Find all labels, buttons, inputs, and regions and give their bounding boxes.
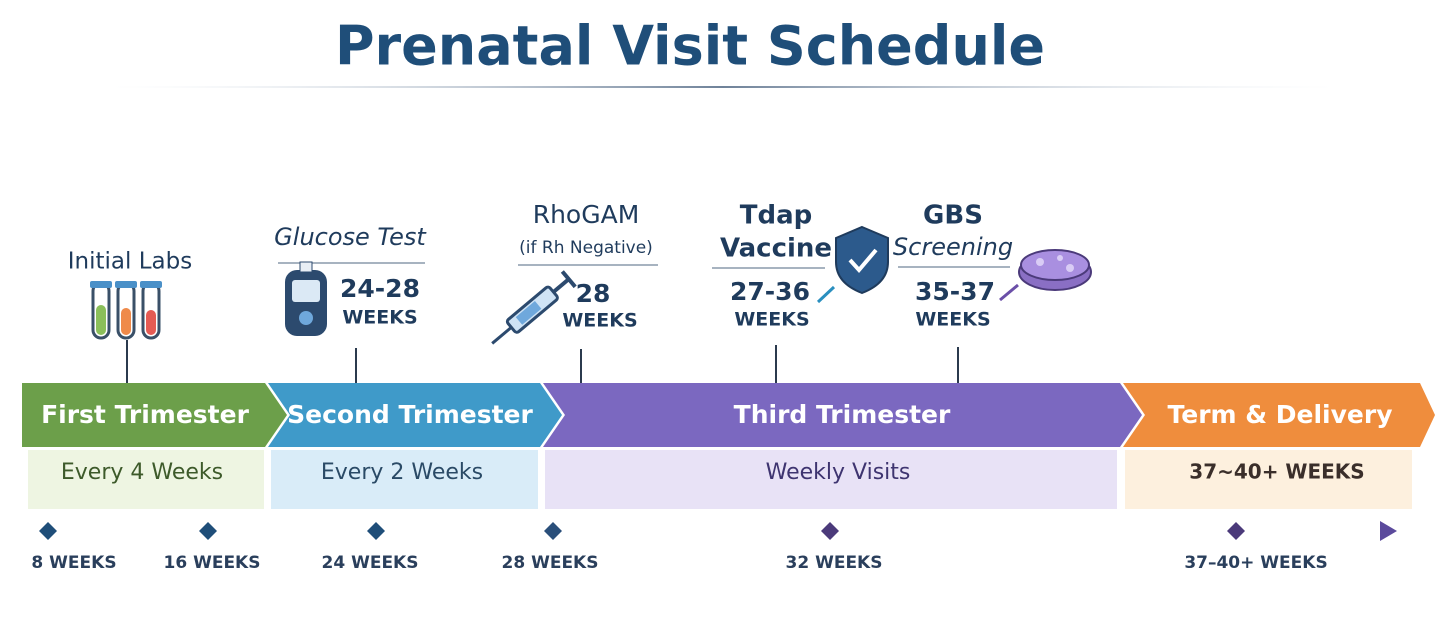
milestone-title: Tdap	[740, 201, 813, 231]
phase-banner	[543, 383, 1142, 447]
milestone-range: 28	[576, 279, 611, 308]
timeline-diamond	[1227, 522, 1245, 540]
phase-frequency: 37~40+ WEEKS	[1189, 460, 1364, 484]
phase-banner	[22, 383, 287, 447]
title-rule	[110, 86, 1335, 88]
phase-box	[1125, 450, 1412, 509]
milestone-range: 24-28	[340, 274, 420, 303]
phase-name: Term & Delivery	[1168, 400, 1393, 429]
milestone-unit: WEEKS	[915, 309, 990, 331]
timeline-label: 8 WEEKS	[31, 553, 116, 573]
timeline-label: 37–40+ WEEKS	[1184, 553, 1327, 573]
phase-banner	[268, 383, 562, 447]
title: Prenatal Visit Schedule	[335, 15, 1045, 78]
timeline-arrow	[1380, 521, 1397, 541]
timeline-label: 32 WEEKS	[786, 553, 883, 573]
phase-box	[28, 450, 264, 509]
timeline-diamond	[367, 522, 385, 540]
syringe-icon	[491, 270, 577, 345]
phase-frequency: Every 4 Weeks	[61, 460, 223, 485]
timeline-diamond	[544, 522, 562, 540]
milestone-range: 35-37	[915, 277, 995, 306]
timeline-markers: 8 WEEKS 16 WEEKS 24 WEEKS 28 WEEKS 32 WEEKS 3…	[31, 522, 1328, 573]
timeline-diamond	[821, 522, 839, 540]
phase-frequency: Every 2 Weeks	[321, 460, 483, 485]
phase-name: Second Trimester	[287, 400, 533, 429]
milestone-title: Glucose Test	[274, 223, 427, 251]
timeline-diamond	[199, 522, 217, 540]
milestone-range: 27-36	[730, 277, 810, 306]
phase-box	[271, 450, 538, 509]
milestone-subtitle: Vaccine	[720, 234, 832, 264]
shield-icon	[816, 225, 889, 304]
milestone-title: Initial Labs	[68, 249, 192, 275]
timeline-diamond	[39, 522, 57, 540]
phase-box	[545, 450, 1117, 509]
milestone-unit: WEEKS	[342, 307, 417, 329]
glucometer-icon	[285, 261, 327, 336]
phase-name: Third Trimester	[734, 400, 951, 429]
milestone-title: GBS	[923, 201, 983, 231]
milestone-title: RhoGAM	[533, 200, 640, 229]
timeline-label: 24 WEEKS	[322, 553, 419, 573]
milestone-subtitle: Screening	[893, 233, 1013, 261]
petri-dish-icon	[999, 249, 1092, 302]
phase-name: First Trimester	[41, 400, 250, 429]
timeline-label: 28 WEEKS	[502, 553, 599, 573]
milestone-unit: WEEKS	[562, 310, 637, 332]
phase-banner	[1123, 383, 1435, 447]
test-tubes-icon	[90, 281, 162, 340]
timeline-label: 16 WEEKS	[164, 553, 261, 573]
phase-frequency: Weekly Visits	[766, 460, 911, 485]
milestone-unit: WEEKS	[734, 309, 809, 331]
milestone-subtitle: (if Rh Negative)	[519, 238, 653, 258]
